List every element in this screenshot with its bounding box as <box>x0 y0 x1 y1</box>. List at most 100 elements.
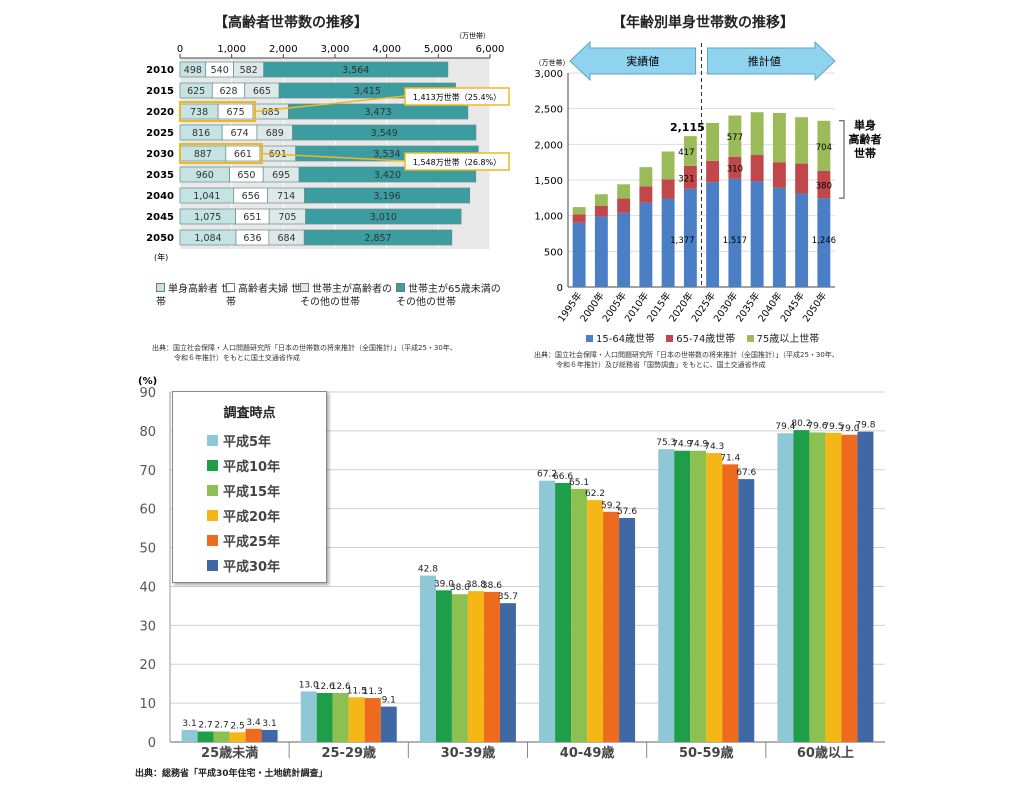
chart1-source-line2: 令和６年推計）をもとに国土交通省作成 <box>174 354 300 362</box>
chart3-bar-label: 79.5 <box>823 422 843 432</box>
chart2-side-label: 単身 <box>854 118 876 132</box>
chart1-bar-label: 3,473 <box>365 107 392 118</box>
chart2-data-label: 417 <box>678 148 694 158</box>
chart1-bar-label: 816 <box>192 128 210 139</box>
legend-label-under65: 世帯主が65歳未満の その他の世帯 <box>396 284 501 308</box>
chart3-bar-label: 3.1 <box>262 719 276 729</box>
chart1-bar-segment <box>305 208 462 225</box>
chart2-bar-segment <box>594 194 608 206</box>
chart3-bar <box>777 433 794 742</box>
chart2-bar-segment <box>795 193 809 287</box>
chart3-bar-label: 62.2 <box>585 489 605 499</box>
chart3-legend-item: 平成25年 <box>207 528 280 553</box>
chart2-bar-segment <box>795 163 809 194</box>
chart1-category-label: 2050 <box>146 233 174 244</box>
chart1-bar-label: 675 <box>226 107 244 118</box>
chart2-x-tick-label: 2050年 <box>800 289 829 324</box>
chart2-bar-segment <box>572 222 586 287</box>
chart2-bar-segment <box>572 207 586 215</box>
chart1-bar-label: 636 <box>243 233 261 244</box>
chart1-bar-label: 714 <box>277 191 295 202</box>
chart2-bar-segment <box>706 182 720 287</box>
chart1-bar-label: 625 <box>187 86 205 97</box>
chart2-y-tick-label: 3,000 <box>534 69 563 80</box>
chart1-bar-label: 498 <box>184 65 202 76</box>
chart2-unit-label: （万世帯） <box>535 58 570 67</box>
chart3-bar-label: 11.3 <box>363 687 383 697</box>
chart3-bar-label: 59.2 <box>601 501 621 511</box>
chart2-legend: 15-64歳世帯 65-74歳世帯 75歳以上世帯 <box>586 333 819 346</box>
chart3-bar <box>690 450 707 742</box>
chart3-bar-label: 3.4 <box>246 718 261 728</box>
chart2-bar-segment <box>683 136 697 166</box>
chart2-bar-segment <box>706 122 720 161</box>
chart1-x-tick-label: 0 <box>177 44 183 55</box>
chart2-bar-segment <box>683 165 697 189</box>
chart3-bar-label: 65.1 <box>569 478 589 488</box>
chart3-bar-label: 9.1 <box>382 696 396 706</box>
chart2-bar-segment <box>795 117 809 164</box>
chart3-bar <box>435 590 452 742</box>
chart3-bar-label: 79.8 <box>855 421 875 431</box>
chart2-data-label: 321 <box>678 174 694 184</box>
chart3-bar-label: 67.2 <box>537 470 557 480</box>
chart1-callout-text: 1,548万世帯（26.8%） <box>413 157 501 167</box>
chart2-bar-segment <box>772 187 786 287</box>
chart1-callout-box <box>404 152 510 171</box>
chart1-source: 出典：国立社会保障・人口問題研究所「日本の世帯数の将来推計（全国推計）」（平成2… <box>152 343 502 363</box>
chart3-bar-label: 12.6 <box>331 682 351 692</box>
chart1-bar-label: 705 <box>278 212 296 223</box>
chart2-bar-segment <box>639 186 653 203</box>
chart1-bar-label: 540 <box>211 65 229 76</box>
legend-swatch-other-elderly <box>300 283 309 292</box>
chart3-legend-swatch <box>207 510 218 521</box>
chart3-bar-label: 74.9 <box>688 440 708 450</box>
chart1-bar-label: 3,196 <box>374 191 401 202</box>
chart3-bar-label: 79.6 <box>807 421 827 431</box>
chart3-legend-item: 平成15年 <box>207 478 280 503</box>
chart2-bar-segment <box>728 178 742 287</box>
chart2-bar-segment <box>617 212 631 287</box>
chart3-bar <box>181 729 198 742</box>
chart1-bar-label: 582 <box>240 65 258 76</box>
chart2-y-tick-label: 1,000 <box>534 212 563 223</box>
chart1-bar-label: 3,010 <box>370 212 397 223</box>
chart2-data-label: 1,377 <box>670 236 694 246</box>
chart3-bar <box>332 693 349 742</box>
chart1-bar-segment <box>288 103 469 120</box>
chart1-bar-label: 628 <box>219 86 237 97</box>
chart3-y-tick-label: 30 <box>139 619 156 634</box>
chart2-bar-segment <box>617 198 631 213</box>
chart1-bar-label: 3,415 <box>354 86 381 97</box>
chart3-x-tick-label: 40-49歳 <box>560 745 615 761</box>
legend-label-15-64: 15-64歳世帯 <box>596 334 656 345</box>
chart3-legend-item: 平成5年 <box>207 428 280 453</box>
chart2-y-tick-label: 1,500 <box>534 176 563 187</box>
chart2-plot: （万世帯）05001,0001,5002,0002,5003,0001995年2… <box>534 40 882 324</box>
chart2-data-label: 1,246 <box>812 236 836 246</box>
chart3-legend-swatch <box>207 460 218 471</box>
chart3-bar <box>483 591 500 742</box>
chart1-bar-label: 1,041 <box>193 191 220 202</box>
chart2-bar-segment <box>594 205 608 217</box>
chart1-callout-line <box>254 95 406 113</box>
chart1-x-tick-label: 2,000 <box>269 44 298 55</box>
chart3-bar-label: 74.9 <box>672 440 692 450</box>
chart3-bar-label: 11.5 <box>347 686 367 696</box>
chart1-callout-line <box>261 152 406 162</box>
chart3-bar <box>619 518 636 742</box>
legend-label-other-elderly: 世帯主が高齢者の その他の世帯 <box>300 284 392 308</box>
chart3-y-tick-label: 20 <box>139 658 156 673</box>
chart3-bar <box>841 434 858 742</box>
legend-swatch-65-74 <box>666 335 674 342</box>
chart3-bar-label: 2.5 <box>230 721 244 731</box>
chart3-legend-item: 平成20年 <box>207 503 280 528</box>
chart2-y-tick-label: 2,500 <box>534 105 563 116</box>
chart2-bar-segment <box>706 160 720 183</box>
chart3-y-tick-label: 50 <box>139 542 156 557</box>
chart3-bar-label: 74.3 <box>704 442 724 452</box>
chart1-category-label: 2015 <box>146 86 174 97</box>
chart1-bar-label: 3,420 <box>374 170 401 181</box>
legend-swatch-15-64 <box>586 335 593 342</box>
